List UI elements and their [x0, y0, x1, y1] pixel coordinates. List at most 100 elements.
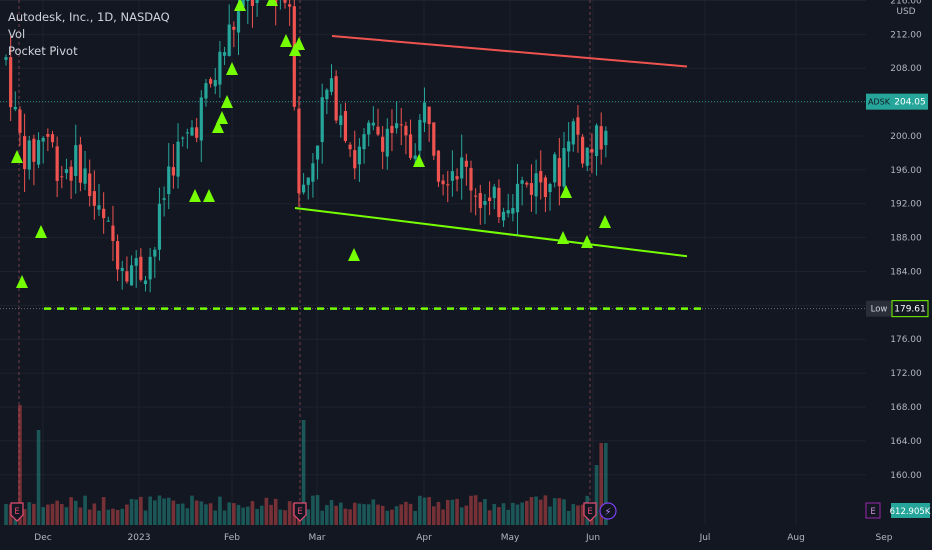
volume-bar	[604, 443, 608, 525]
volume-bar	[529, 497, 534, 525]
candle-body	[190, 127, 194, 136]
candle-body	[357, 146, 361, 165]
volume-bar	[538, 499, 543, 525]
price-tick-label: 184.00	[890, 267, 922, 277]
volume-bar	[325, 505, 329, 525]
price-tick-label: 164.00	[890, 437, 922, 447]
candle-body	[343, 111, 348, 142]
volume-bar	[427, 497, 431, 525]
volume-bar	[352, 502, 357, 525]
candle-body	[381, 136, 385, 152]
volume-bar	[413, 510, 417, 525]
candle-body	[339, 115, 343, 126]
volume-bar	[111, 508, 115, 525]
candle-body	[511, 207, 515, 214]
lightning-icon: ⚡	[604, 507, 611, 518]
candle-body	[157, 203, 162, 250]
volume-bar	[125, 504, 129, 525]
candle-body	[204, 83, 208, 99]
volume-bar	[92, 503, 97, 525]
volume-bar	[404, 501, 408, 525]
volume-bar	[301, 420, 306, 525]
volume-bar	[194, 500, 199, 525]
volume-badge	[891, 503, 930, 518]
volume-bar	[259, 505, 264, 525]
volume-bar	[232, 503, 236, 525]
candle-body	[534, 173, 538, 197]
candle-body	[371, 122, 375, 126]
low-value-badge	[891, 300, 929, 318]
volume-bar	[157, 495, 162, 525]
time-tick-label: Dec	[34, 533, 51, 543]
candle-body	[199, 97, 203, 141]
candle-body	[413, 155, 417, 160]
candle-body	[92, 191, 96, 206]
volume-bar	[22, 509, 27, 525]
volume-bar	[380, 505, 385, 525]
candle-body	[529, 183, 534, 195]
volume-bar	[515, 504, 520, 525]
volume-bar	[115, 509, 120, 525]
axis-bg	[866, 0, 932, 525]
volume-bar	[227, 502, 231, 525]
volume-bar	[478, 502, 483, 525]
pocket-pivot-marker	[203, 189, 215, 202]
split-marker	[599, 502, 617, 520]
candle-body	[455, 176, 459, 180]
candle-body	[390, 125, 394, 133]
candle-body	[213, 80, 217, 87]
candle-body	[427, 106, 431, 125]
candle-body	[246, 0, 250, 2]
candle-body	[474, 195, 478, 197]
volume-bar	[87, 509, 92, 525]
pocket-pivot-markers	[11, 0, 611, 288]
candle-body	[167, 166, 171, 195]
candle-body	[64, 169, 69, 174]
volume-bar	[287, 501, 292, 525]
volume-bar	[273, 498, 278, 525]
candle-body	[395, 123, 399, 129]
candle-body	[27, 140, 31, 170]
volume-bar	[269, 504, 273, 525]
candle-body	[450, 171, 454, 181]
candle-body	[185, 132, 189, 134]
pocket-pivot-marker	[216, 111, 228, 124]
volume-bar	[432, 506, 436, 525]
pocket-pivot-marker	[212, 120, 224, 133]
candle-body	[9, 57, 13, 108]
price-tick-label: 192.00	[890, 200, 922, 210]
earnings-label: E	[14, 507, 19, 517]
volume-bar	[306, 509, 311, 525]
candle-body	[129, 265, 134, 286]
volume-bar	[204, 504, 208, 525]
candle-body	[548, 184, 552, 193]
candle-body	[422, 102, 427, 123]
pocket-pivot-marker	[234, 0, 246, 11]
candle-body	[348, 144, 352, 150]
pocket-pivot-marker	[266, 0, 278, 6]
volume-bar	[106, 509, 111, 525]
candle-body	[362, 134, 366, 150]
volume-bar	[171, 500, 176, 525]
volume-bar	[492, 503, 497, 525]
volume-bar	[255, 508, 259, 525]
volume-bar	[371, 499, 376, 525]
volume-bar	[218, 496, 222, 525]
pocket-pivot-marker	[189, 189, 201, 202]
price-tick-label: 188.00	[890, 234, 922, 244]
candle-body	[399, 124, 403, 126]
earnings-marker: E	[10, 502, 24, 522]
candle-body	[292, 6, 296, 107]
candle-body	[604, 130, 608, 146]
chart-legend: Autodesk, Inc., 1D, NASDAQ Vol Pocket Pi…	[8, 9, 170, 60]
volume-bar	[339, 502, 343, 525]
volume-bar	[506, 509, 510, 525]
candle-body	[302, 184, 306, 193]
earnings-markers: E E E ⚡	[10, 502, 617, 522]
volume-bar	[32, 503, 36, 525]
volume-bar	[580, 504, 585, 525]
volume-bar	[129, 498, 134, 525]
volume-bar	[450, 499, 455, 525]
volume-bar	[190, 495, 194, 525]
